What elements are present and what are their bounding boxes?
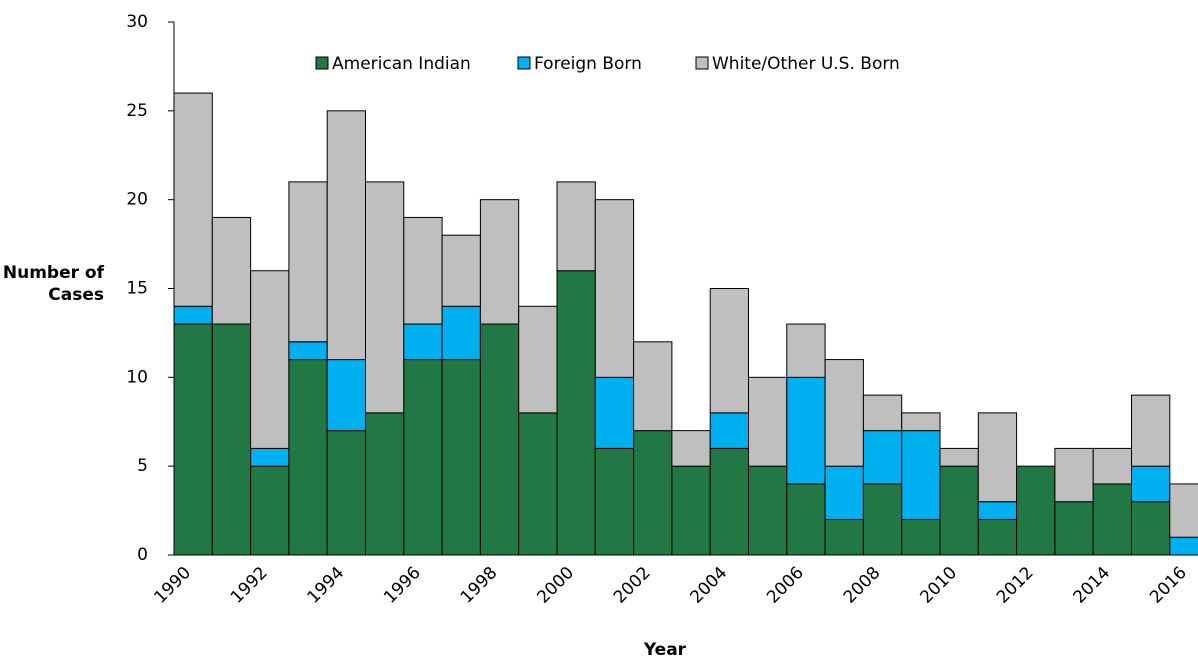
bar-segment	[709, 447, 750, 556]
bar-segment	[748, 465, 788, 556]
bar-segment	[403, 216, 443, 325]
x-tick-label: 1994	[304, 563, 349, 608]
bar-segment	[862, 430, 903, 485]
x-tick-label: 2012	[993, 563, 1038, 608]
x-tick-label: 2010	[916, 563, 961, 608]
bar-segment	[594, 199, 635, 378]
bar-segment	[288, 341, 328, 361]
x-tick-label: 2000	[533, 563, 578, 608]
bar-segment	[250, 447, 290, 467]
bar-segment	[403, 323, 443, 361]
legend-label: Foreign Born	[534, 54, 642, 74]
bar-segment	[824, 465, 864, 520]
bar-segment	[633, 430, 673, 556]
x-tick-label: 1992	[227, 563, 272, 608]
x-tick-label: 2004	[687, 563, 732, 608]
bar-segment	[1169, 483, 1198, 538]
bar-segment	[1131, 394, 1171, 467]
legend-swatch	[517, 56, 531, 70]
bar-segment	[786, 323, 826, 378]
bar-segment	[326, 110, 367, 361]
bar-segment	[250, 270, 290, 449]
x-tick-label: 2002	[610, 563, 655, 608]
bar-segment	[594, 376, 635, 449]
x-tick-label: 2014	[1070, 563, 1115, 608]
bar-segment	[518, 412, 558, 556]
x-tick-label: 1998	[457, 563, 502, 608]
bar-segment	[786, 376, 826, 485]
y-axis-title: Number of Cases	[2, 263, 104, 305]
bar-segment	[671, 430, 711, 467]
bar-segment	[250, 465, 290, 556]
bar-segment	[211, 216, 252, 325]
bar-segment	[1131, 465, 1171, 503]
bar-segment	[748, 376, 788, 467]
bar-segment	[977, 501, 1018, 520]
bar-segment	[1054, 447, 1094, 503]
bar-segment	[173, 323, 213, 556]
y-tick-label: 20	[126, 190, 148, 210]
bar-segment	[211, 323, 252, 556]
bar-segment	[479, 323, 520, 556]
bar-segment	[365, 412, 405, 556]
bar-segment	[824, 359, 864, 467]
bar-segment	[518, 305, 558, 414]
x-tick-label: 1996	[380, 563, 425, 608]
bar-segment	[288, 359, 328, 556]
y-tick-label: 5	[137, 456, 148, 476]
bar-segment	[671, 465, 711, 556]
bar-segment	[709, 288, 750, 414]
bar-segment	[326, 359, 367, 432]
bar-segment	[901, 430, 941, 520]
legend-label: American Indian	[332, 54, 471, 74]
y-tick-label: 15	[126, 279, 148, 299]
bar-segment	[1054, 501, 1094, 556]
x-tick-label: 2016	[1146, 563, 1191, 608]
y-tick-label: 0	[137, 545, 148, 565]
y-tick-label: 25	[126, 101, 148, 121]
x-tick-label: 2008	[840, 563, 885, 608]
bar-segment	[824, 518, 864, 556]
bar-segment	[1016, 465, 1056, 556]
bar-segment	[441, 359, 481, 556]
bar-segment	[901, 412, 941, 432]
y-tick-label: 30	[126, 12, 148, 32]
bar-segment	[977, 412, 1018, 503]
bar-segment	[939, 465, 979, 556]
bar-segment	[441, 234, 481, 307]
bar-segment	[556, 181, 596, 272]
bar-segment	[633, 341, 673, 432]
bar-segment	[862, 394, 903, 432]
bar-segment	[939, 447, 979, 467]
bar-segment	[977, 518, 1018, 556]
bar-segment	[173, 305, 213, 325]
bar-segment	[326, 430, 367, 556]
bar-segment	[1092, 447, 1132, 485]
x-tick-label: 1990	[150, 563, 195, 608]
legend-label: White/Other U.S. Born	[712, 54, 900, 74]
bar-segment	[556, 270, 596, 556]
bar-segment	[479, 199, 520, 325]
bar-segment	[1169, 536, 1198, 556]
bar-segment	[441, 305, 481, 361]
legend-swatch	[695, 56, 709, 70]
bar-segment	[709, 412, 750, 449]
x-axis-title: Year	[643, 640, 687, 660]
bar-segment	[1131, 501, 1171, 556]
y-tick-label: 10	[126, 367, 148, 387]
bar-segment	[594, 447, 635, 556]
bar-segment	[901, 518, 941, 556]
bar-segment	[288, 181, 328, 343]
bar-segment	[862, 483, 903, 556]
bar-segment	[173, 92, 213, 307]
bar-segment	[403, 359, 443, 556]
bar-segment	[1092, 483, 1132, 556]
bar-segment	[365, 181, 405, 414]
x-tick-label: 2006	[763, 563, 808, 608]
bar-segment	[786, 483, 826, 556]
legend-swatch	[315, 56, 329, 70]
